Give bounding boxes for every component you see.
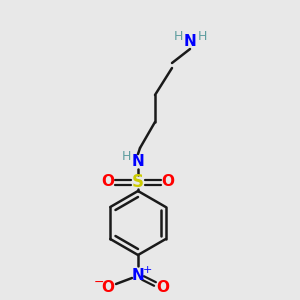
Text: N: N bbox=[132, 268, 144, 283]
Text: H: H bbox=[121, 151, 131, 164]
Text: O: O bbox=[101, 175, 115, 190]
Text: N: N bbox=[184, 34, 196, 50]
Text: O: O bbox=[161, 175, 175, 190]
Text: O: O bbox=[157, 280, 169, 295]
Text: S: S bbox=[132, 173, 144, 191]
Text: O: O bbox=[101, 280, 115, 295]
Text: N: N bbox=[132, 154, 144, 169]
Text: H: H bbox=[197, 29, 207, 43]
Text: +: + bbox=[142, 265, 152, 275]
Text: H: H bbox=[173, 29, 183, 43]
Text: −: − bbox=[94, 275, 104, 289]
